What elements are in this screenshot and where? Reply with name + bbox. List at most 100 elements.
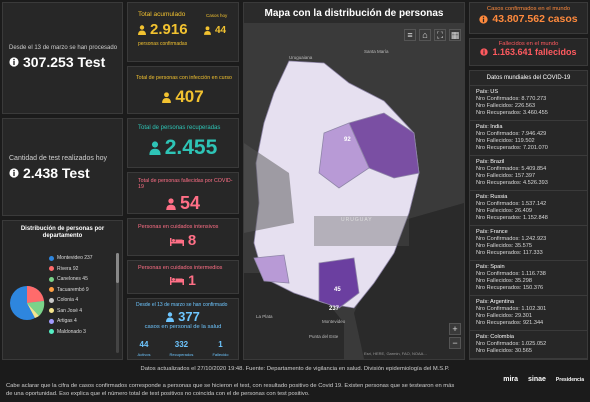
map-zoom-in-button[interactable]: + [449,323,461,335]
deceased-label: Total de personas fallecidas por COVID-1… [138,178,233,190]
intensive-care-panel: Personas en cuidados intensivos 8 [127,218,239,256]
info-icon [479,14,489,24]
country-item[interactable]: País: Spain Nro Confirmados: 1.116.738 Nro… [470,261,587,296]
accumulated-label: Total acumulado [138,11,186,18]
person-icon [204,26,211,35]
country-name: País: Brazil [476,159,505,165]
cases-today-value: 44 [215,25,227,36]
legend-scrollbar[interactable] [116,253,119,353]
person-icon [166,311,175,322]
map-layers-button[interactable]: ≡ [404,29,416,41]
legend-item[interactable]: Tacuarembó 9 [49,285,115,296]
country-recovered: Nro Recuperados: 4.526.393 [476,180,548,186]
tests-today-value: 2.438 Test [23,165,90,181]
legend-dot [49,308,54,314]
recovered-value: 2.455 [164,136,218,159]
country-item[interactable]: País: US Nro Confirmados: 8.770.273 Nro Fa… [470,86,587,121]
legend-label: Montevideo 237 [57,255,93,262]
info-icon [9,57,19,67]
uruguay-map[interactable]: 92 45 237 Santa María Uruguaiana URUGUAY… [244,23,464,359]
world-confirmed-label: Casos confirmados en el mundo [486,6,571,12]
map-country-label: URUGUAY [341,217,373,223]
intermediate-care-label: Personas en cuidados intermedios [138,265,223,271]
legend-item[interactable]: Artigas 4 [49,316,115,327]
legend-label: Colonia 4 [57,297,79,304]
legend-label: Rivera 92 [57,265,79,272]
health-stat-active: 44 Activos [138,334,151,357]
health-staff-panel: Desde el 13 de marzo se han confirmado 3… [127,298,239,360]
country-recovered: Nro Recuperados: 117.333 [476,250,543,256]
country-confirmed: Nro Confirmados: 1.025.052 [476,341,547,347]
sinae-logo[interactable]: sinae [528,376,546,383]
montevideo-value-label: 237 [329,306,340,312]
health-stat-deceased: 1 Fallecido [212,334,228,357]
legend-label: Tacuarembó 9 [57,286,89,293]
health-staff-sub: casos en personal de la salud [144,324,222,330]
distribution-panel: Distribución de personas por departament… [2,220,123,360]
legend-item[interactable]: Rivera 92 [49,264,115,275]
map-zoom-out-button[interactable]: − [449,337,461,349]
intermediate-care-panel: Personas en cuidados intermedios 1 [127,260,239,294]
health-stat-value: 44 [139,340,149,349]
country-item[interactable]: País: Colombia Nro Confirmados: 1.025.052… [470,331,587,359]
pie-slice-other[interactable] [27,303,39,318]
legend-item[interactable]: Canelones 45 [49,274,115,285]
deceased-panel: Total de personas fallecidas por COVID-1… [127,172,239,214]
country-deceased: Nro Fallecidos: 35.298 [476,278,532,284]
accumulated-value: 2.916 [150,21,188,38]
map-home-button[interactable]: ⌂ [419,29,431,41]
legend-item[interactable]: Maldonado 3 [49,327,115,338]
recovered-label: Total de personas recuperadas [138,125,221,131]
legend-scrollbar-thumb[interactable] [116,253,119,283]
health-stat-recovered: 332 Recuperados [170,334,194,357]
footer: Datos actualizados el 27/10/2020 19:48. … [2,364,588,400]
country-item[interactable]: País: France Nro Confirmados: 1.242.923 Nr… [470,226,587,261]
health-staff-value: 377 [178,309,200,324]
health-stat-label: Recuperados [169,352,194,357]
country-item[interactable]: País: India Nro Confirmados: 7.946.429 Nro… [470,121,587,156]
map-city-label: Montevideo [322,319,346,324]
world-data-panel[interactable]: Datos mundiales del COVID-19 País: US Nro… [469,70,588,360]
legend-dot [49,297,54,303]
legend-item[interactable]: Montevideo 237 [49,253,115,264]
pie-slice-rivera[interactable] [27,285,44,303]
country-name: País: Russia [476,194,508,200]
presidencia-logo[interactable]: Presidencia [555,376,584,383]
map-fullscreen-button[interactable]: ⛶ [434,29,446,41]
legend-dot [49,329,54,335]
world-data-title: Datos mundiales del COVID-19 [470,71,587,86]
country-deceased: Nro Fallecidos: 226.563 [476,103,536,109]
mira-logo[interactable]: mira [503,376,519,383]
country-deceased: Nro Fallecidos: 30.565 [476,348,532,354]
world-deceased-label: Fallecidos en el mundo [498,41,559,47]
distribution-legend: Montevideo 237 Rivera 92 Canelones 45 Ta… [49,253,115,337]
rio-negro-area [314,216,409,246]
map-grid-button[interactable]: ▦ [449,29,461,41]
department-canelones[interactable] [318,257,360,309]
department-colonia[interactable] [253,254,290,284]
distribution-title: Distribución de personas por departament… [20,226,105,239]
country-name: País: Argentina [476,299,514,305]
country-item[interactable]: País: Brazil Nro Confirmados: 5.409.854 Nr… [470,156,587,191]
legend-item[interactable]: San José 4 [49,306,115,317]
active-value: 407 [175,87,204,106]
country-recovered: Nro Recuperados: 7.201.070 [476,145,548,151]
legend-item[interactable]: Colonia 4 [49,295,115,306]
world-deceased-value: 1.163.641 fallecidos [492,47,577,57]
health-stat-label: Activos [137,352,151,357]
world-confirmed-value: 43.807.562 casos [492,13,578,25]
distribution-pie-chart[interactable] [7,283,47,323]
pie-slice-canelones[interactable] [27,301,45,316]
country-item[interactable]: País: Russia Nro Confirmados: 1.537.142 Nr… [470,191,587,226]
info-icon [480,48,489,56]
legend-dot [49,276,54,282]
country-item[interactable]: País: Argentina Nro Confirmados: 1.102.30… [470,296,587,331]
legend-dot [49,255,54,261]
health-stat-value: 332 [174,340,189,349]
country-name: País: Colombia [476,334,514,340]
country-recovered: Nro Recuperados: 1.152.848 [476,215,548,221]
department-tacuarembo[interactable] [318,122,370,189]
rivera-value-label: 92 [344,137,351,143]
country-name: País: India [476,124,503,130]
tests-total-panel: Desde el 13 de marzo se han procesado 30… [2,2,123,114]
